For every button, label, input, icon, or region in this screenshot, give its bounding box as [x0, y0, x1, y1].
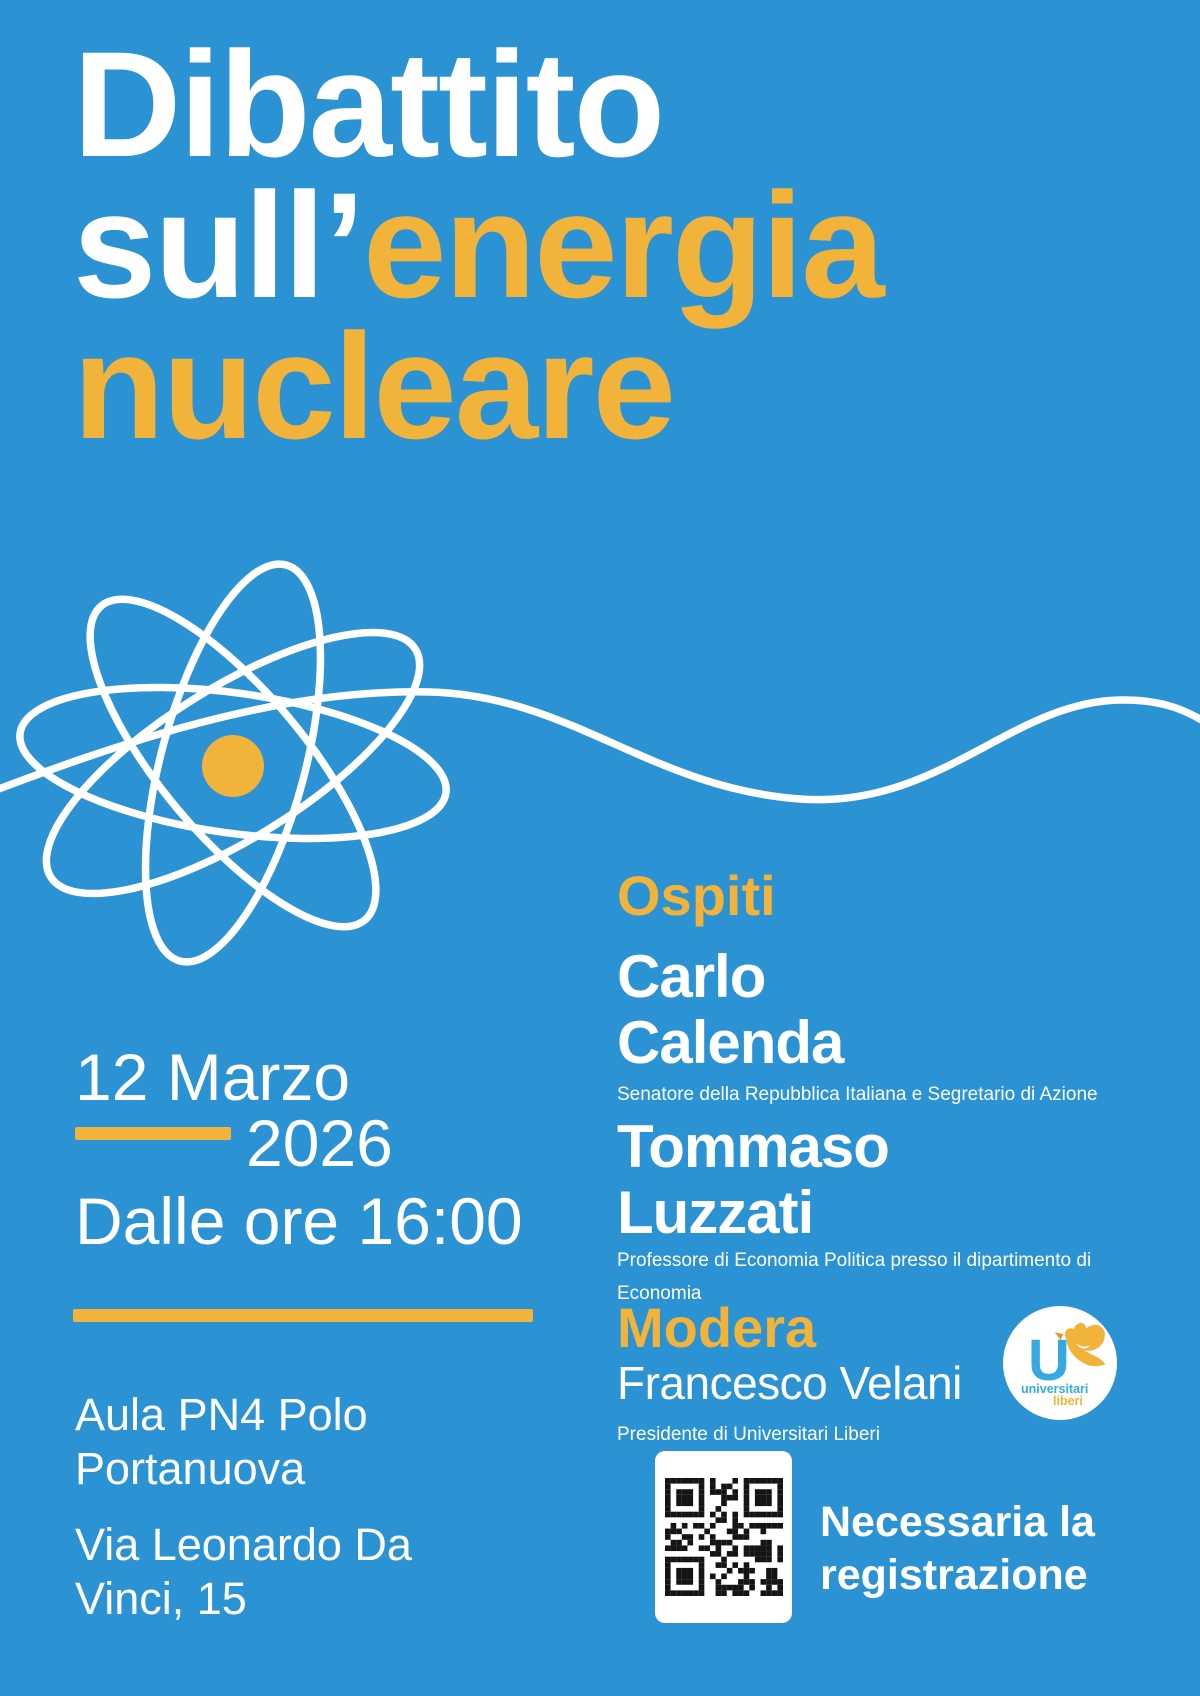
registration-note: Necessaria la registrazione [820, 1496, 1095, 1602]
moderator-name: Francesco Velani [617, 1357, 962, 1409]
yellow-divider [73, 1309, 533, 1322]
title-line-3: nucleare [73, 302, 676, 470]
atom-orbit-icon [42, 628, 424, 898]
venue-block: Aula PN4 Polo Portanuova Via Leonardo Da… [75, 1388, 515, 1626]
atom-orbit-icon [141, 560, 325, 966]
title-word-white: Dibattito [73, 20, 665, 188]
logo-letter-u: U [1028, 1328, 1070, 1393]
title-word-white: sull’ [73, 161, 365, 329]
qr-code-pattern [664, 1478, 783, 1596]
atom-orbit-icon [86, 595, 380, 931]
guest-role-line: Professore di Economia Politica presso i… [617, 1250, 1092, 1271]
guest-role-line: Economia [617, 1283, 702, 1304]
guest-last-name: Luzzati [617, 1179, 814, 1246]
atom-orbit-icon [16, 683, 450, 843]
guest-role-luzzati: Professore di Economia Politica presso i… [617, 1244, 1117, 1310]
registration-line-1: Necessaria la [820, 1498, 1095, 1546]
atom-orbits [0, 560, 1200, 966]
logo-text-line2: liberi [1053, 1394, 1083, 1408]
universitari-liberi-logo: U universitari liberi [1003, 1306, 1117, 1420]
guest-name-calenda: Carlo Calenda [617, 943, 844, 1076]
qr-code [655, 1451, 792, 1623]
title-line-2: sull’energia [73, 170, 885, 320]
moderator-heading: Modera [617, 1296, 817, 1359]
guest-name-luzzati: Tommaso Luzzati [617, 1113, 890, 1246]
guest-last-name: Calenda [617, 1009, 844, 1076]
guests-heading: Ospiti [617, 864, 776, 927]
title-word-yellow: energia [363, 161, 885, 329]
guest-first-name: Carlo [617, 943, 766, 1010]
venue-street: Via Leonardo Da Vinci, 15 [75, 1519, 412, 1624]
dove-icon [1054, 1322, 1106, 1367]
event-year: 2026 [246, 1106, 393, 1180]
event-date: 12 Marzo [75, 1040, 351, 1114]
poster-title: Dibattito sull’energia nucleare [73, 29, 885, 470]
venue-room: Aula PN4 Polo Portanuova [75, 1389, 368, 1494]
wave-line [0, 688, 1200, 804]
guest-role-calenda: Senatore della Repubblica Italiana e Seg… [617, 1084, 1098, 1105]
guest-first-name: Tommaso [617, 1113, 890, 1180]
registration-line-2: registrazione [820, 1551, 1088, 1599]
atom-nucleus-icon [202, 735, 264, 797]
date-dash-divider [75, 1127, 231, 1140]
event-time: Dalle ore 16:00 [75, 1184, 523, 1258]
title-line-1: Dibattito [73, 29, 883, 179]
moderator-role: Presidente di Universitari Liberi [617, 1424, 880, 1445]
logo-text-line1: universitari [1021, 1382, 1088, 1396]
